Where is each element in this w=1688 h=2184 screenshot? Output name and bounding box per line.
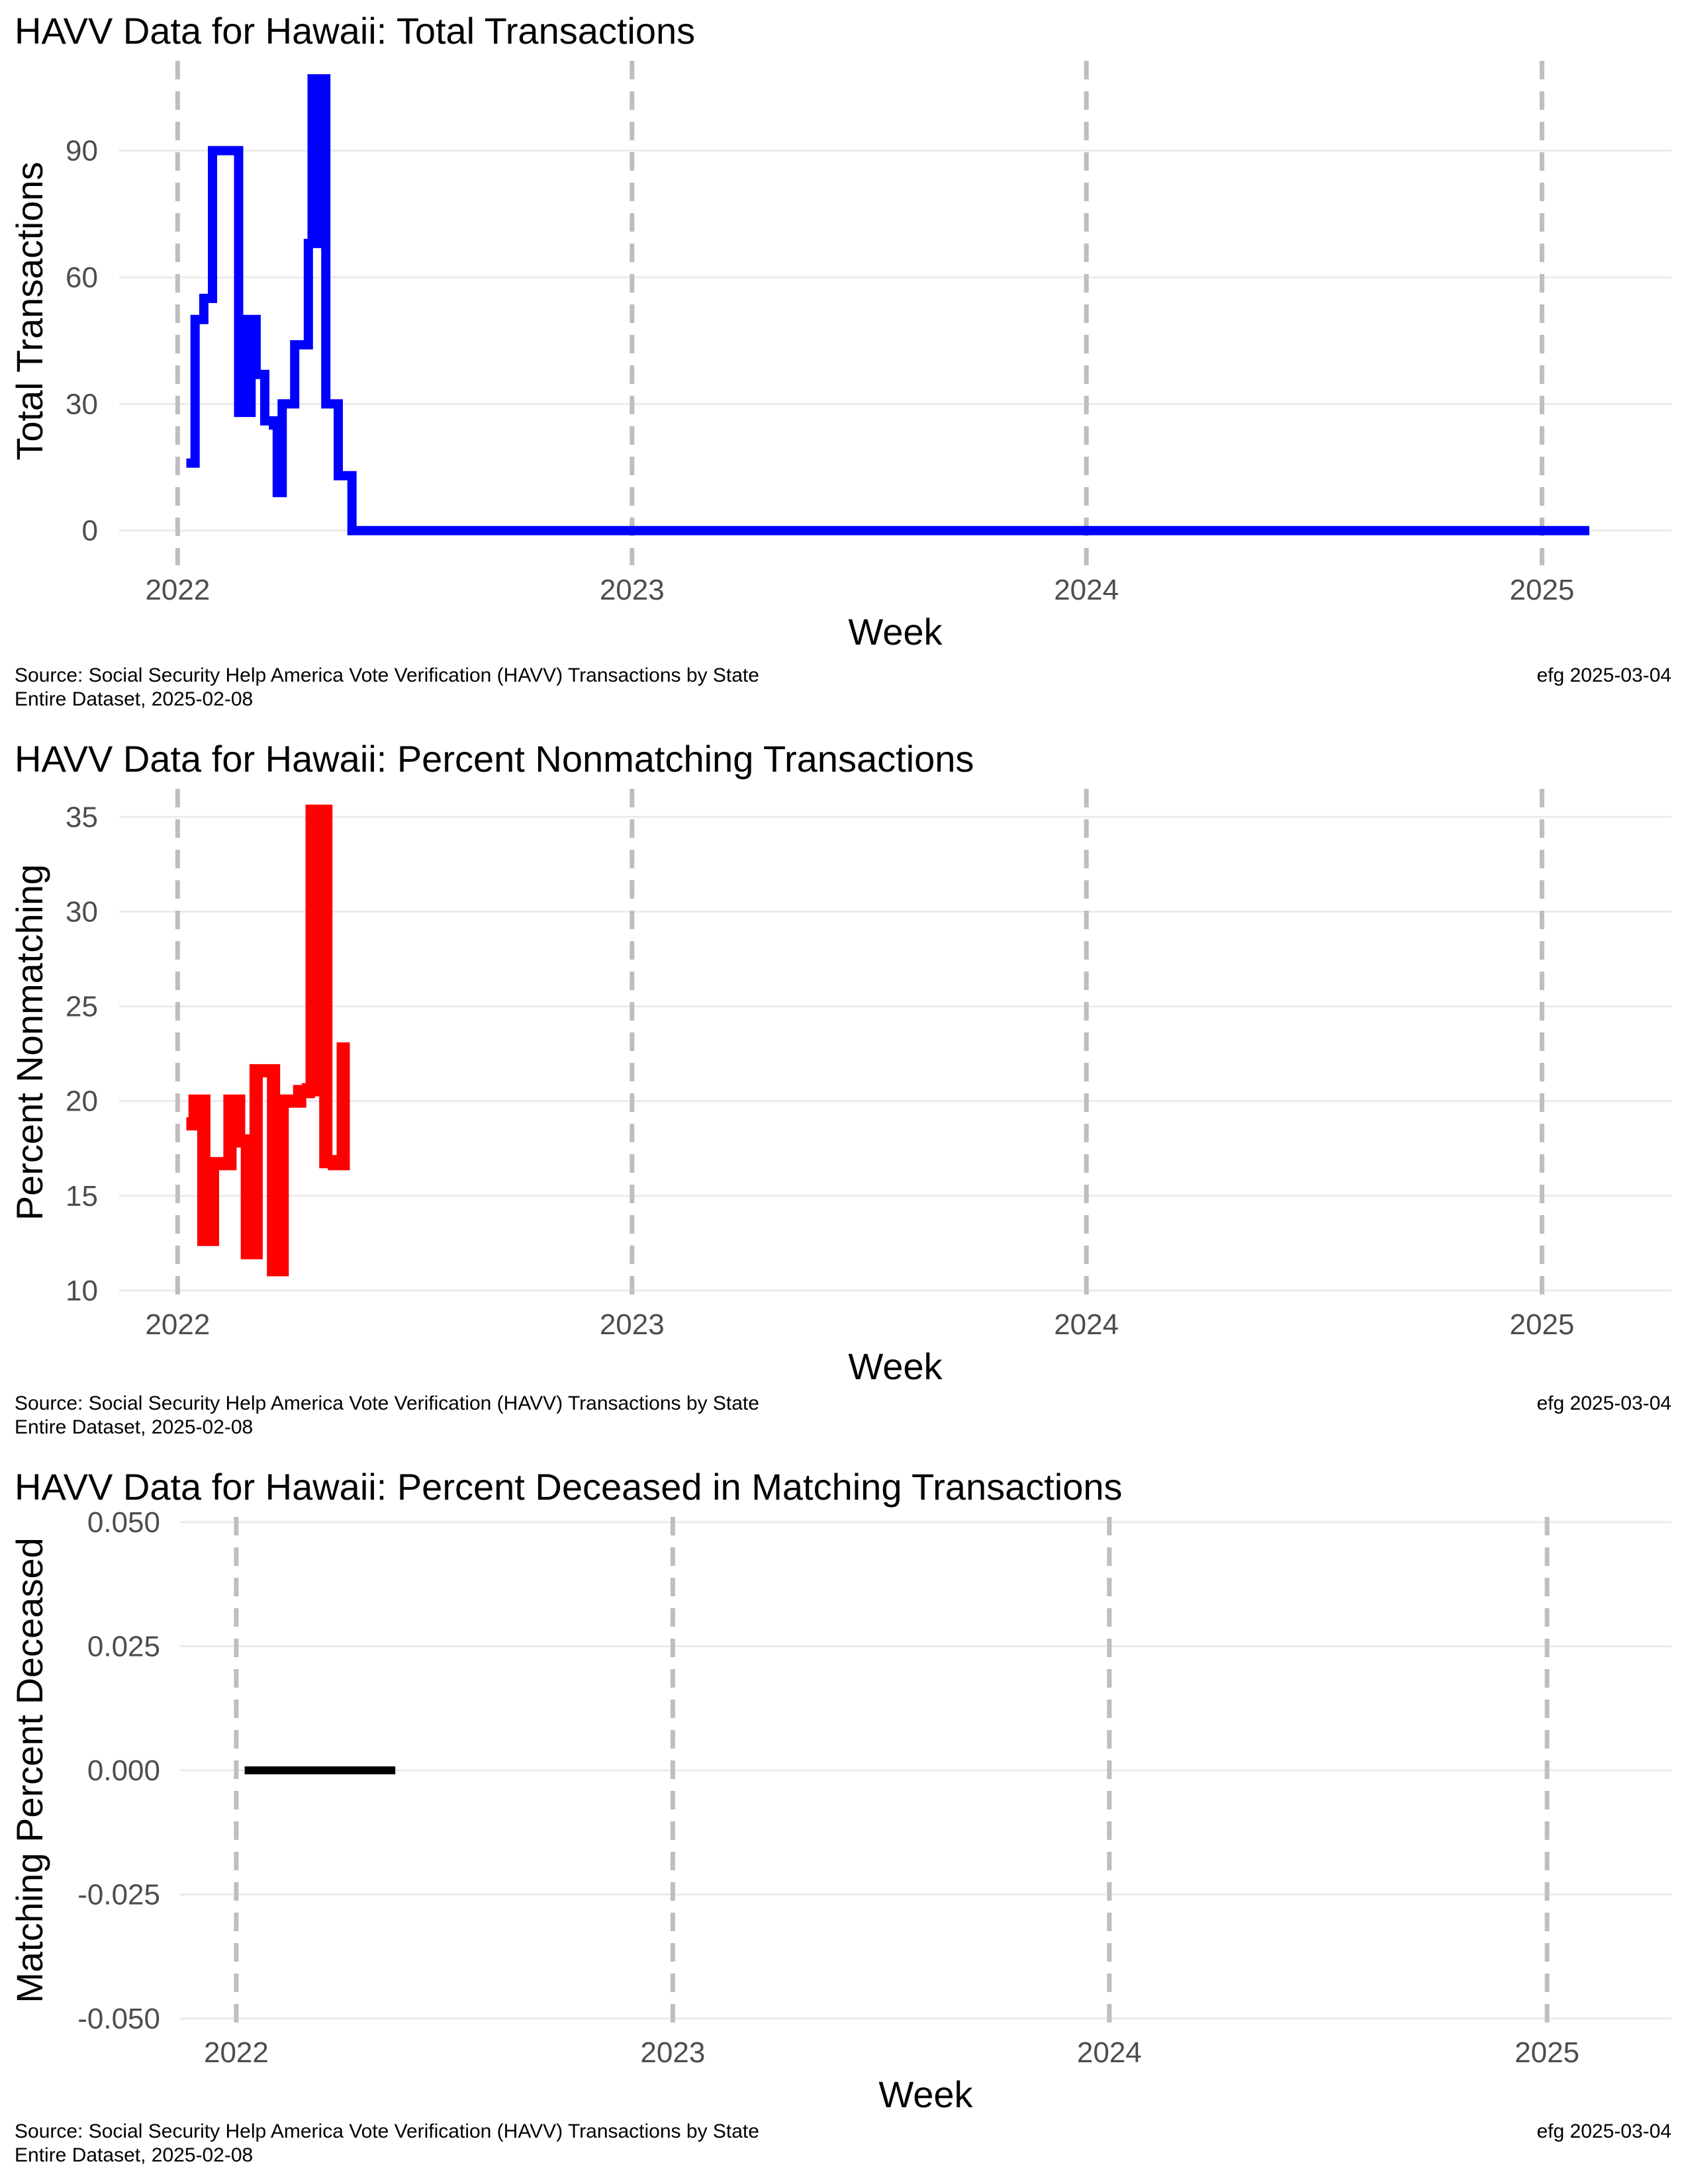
y-tick-label: 15 [66, 1180, 98, 1212]
chart-title: HAVV Data for Hawaii: Percent Deceased i… [15, 1466, 1123, 1508]
credit-caption: efg 2025-03-04 [1537, 1392, 1672, 1414]
y-tick-label: 30 [66, 895, 98, 928]
y-tick-label: -0.025 [77, 1879, 160, 1911]
y-tick-label: 0 [82, 515, 98, 547]
x-tick-label: 2022 [145, 574, 210, 606]
source-caption-line2: Entire Dataset, 2025-02-08 [15, 1416, 253, 1438]
credit-caption: efg 2025-03-04 [1537, 2120, 1672, 2142]
source-caption-line2: Entire Dataset, 2025-02-08 [15, 2144, 253, 2166]
x-axis-title: Week [878, 2073, 973, 2115]
y-axis-title: Total Transactions [9, 161, 50, 460]
chart-panel-2: HAVV Data for Hawaii: Percent Nonmatchin… [9, 738, 1671, 1438]
source-caption-line2: Entire Dataset, 2025-02-08 [15, 688, 253, 710]
y-tick-label: 25 [66, 991, 98, 1023]
y-tick-label: 35 [66, 801, 98, 833]
source-caption-line1: Source: Social Security Help America Vot… [15, 1392, 759, 1414]
source-caption-line1: Source: Social Security Help America Vot… [15, 2120, 759, 2142]
y-tick-label: -0.050 [77, 2003, 160, 2035]
x-tick-label: 2025 [1509, 574, 1574, 606]
source-caption-line1: Source: Social Security Help America Vot… [15, 664, 759, 686]
y-tick-label: 60 [66, 261, 98, 294]
y-tick-label: 0.025 [87, 1631, 160, 1663]
x-tick-label: 2022 [204, 2036, 269, 2069]
y-tick-label: 90 [66, 135, 98, 167]
y-axis-title: Matching Percent Deceased [9, 1537, 50, 2003]
x-tick-label: 2022 [145, 1308, 210, 1341]
credit-caption: efg 2025-03-04 [1537, 664, 1672, 686]
y-tick-label: 0.000 [87, 1754, 160, 1787]
chart-panel-1: HAVV Data for Hawaii: Total Transactions… [9, 10, 1671, 710]
x-tick-label: 2023 [600, 574, 665, 606]
chart-title: HAVV Data for Hawaii: Total Transactions [15, 10, 695, 52]
x-tick-label: 2024 [1077, 2036, 1142, 2069]
y-tick-label: 10 [66, 1275, 98, 1307]
x-tick-label: 2023 [600, 1308, 665, 1341]
x-tick-label: 2025 [1515, 2036, 1579, 2069]
chart-title: HAVV Data for Hawaii: Percent Nonmatchin… [15, 738, 974, 780]
x-tick-label: 2024 [1054, 574, 1119, 606]
x-axis-title: Week [848, 611, 943, 653]
y-axis-title: Percent Nonmatching [9, 864, 50, 1221]
series-line-1 [186, 74, 1589, 535]
x-tick-label: 2024 [1054, 1308, 1119, 1341]
x-axis-title: Week [848, 1345, 943, 1387]
y-tick-label: 0.050 [87, 1506, 160, 1539]
y-tick-label: 30 [66, 388, 98, 420]
chart-panel-3: HAVV Data for Hawaii: Percent Deceased i… [9, 1466, 1671, 2166]
y-tick-label: 20 [66, 1085, 98, 1118]
x-tick-label: 2023 [640, 2036, 705, 2069]
x-tick-label: 2025 [1509, 1308, 1574, 1341]
series-line-1 [186, 804, 350, 1277]
